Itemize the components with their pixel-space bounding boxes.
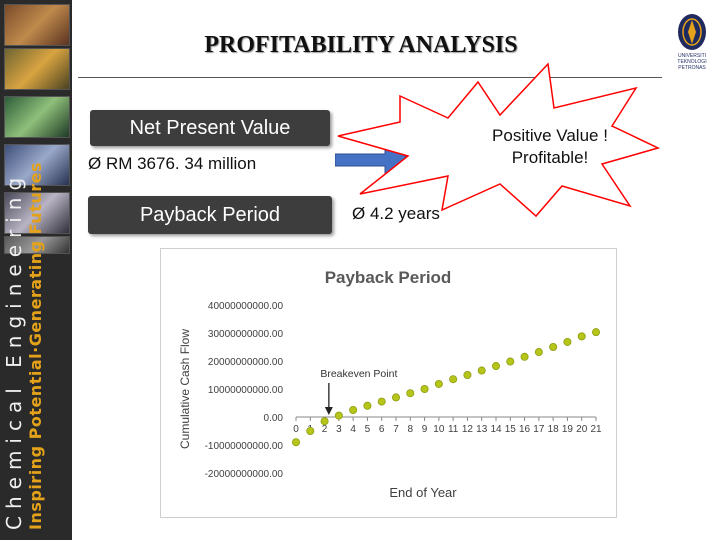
data-point <box>377 397 386 406</box>
data-point <box>320 417 329 426</box>
x-tick-label: 13 <box>476 424 488 435</box>
data-point <box>577 332 586 341</box>
lab-photo-icon <box>4 236 70 254</box>
npv-label: Net Present Value <box>90 110 330 146</box>
y-tick-label: -20000000000.00 <box>205 469 284 480</box>
callout-line1: Positive Value ! <box>492 126 608 145</box>
data-point <box>449 375 458 384</box>
y-tick-label: 40000000000.00 <box>208 301 284 312</box>
chart-canvas: Payback Period Cumulative Cash Flow End of… <box>178 268 602 500</box>
explosion-callout <box>337 62 660 218</box>
lab-photo-icon <box>4 192 70 234</box>
callout-text: Positive Value ! Profitable! <box>470 125 630 169</box>
data-point <box>477 366 486 375</box>
y-tick-label: 20000000000.00 <box>208 357 284 368</box>
data-point <box>534 348 543 357</box>
data-point <box>406 389 415 398</box>
logo-text-1: UNIVERSITI <box>678 53 706 59</box>
x-tick-label: 4 <box>350 424 356 435</box>
data-point <box>291 438 300 447</box>
y-tick-label: 10000000000.00 <box>208 385 284 396</box>
x-tick-label: 21 <box>590 424 602 435</box>
page-title: PROFITABILITY ANALYSIS <box>204 32 518 58</box>
x-tick-label: 11 <box>448 424 459 435</box>
x-tick-label: 2 <box>322 424 328 435</box>
data-point <box>520 352 529 361</box>
data-point <box>506 357 515 366</box>
data-point <box>491 362 500 371</box>
data-point <box>563 337 572 346</box>
y-axis-label: Cumulative Cash Flow <box>178 329 192 449</box>
logo-text-2: TEKNOLOGI <box>677 59 706 65</box>
x-tick-label: 20 <box>576 424 588 435</box>
x-tick-label: 6 <box>379 424 385 435</box>
lab-photo-icon <box>4 144 70 186</box>
y-tick-label: 30000000000.00 <box>208 329 284 340</box>
data-point <box>349 405 358 414</box>
x-tick-label: 5 <box>365 424 371 435</box>
lab-photo-icon <box>4 48 70 90</box>
x-tick-label: 3 <box>336 424 342 435</box>
sidebar-line2: Inspiring Potential·Generating Futures <box>26 162 45 530</box>
data-point <box>334 411 343 420</box>
sidebar-line1: Chemical Engineering <box>2 170 26 530</box>
title-divider <box>78 77 662 78</box>
data-point <box>363 401 372 410</box>
breakeven-arrow-head <box>324 407 333 415</box>
payback-label: Payback Period <box>88 196 332 234</box>
data-point <box>434 379 443 388</box>
data-point <box>420 384 429 393</box>
y-tick-label: 0.00 <box>264 413 284 424</box>
x-tick-label: 17 <box>533 424 545 435</box>
x-tick-label: 19 <box>562 424 574 435</box>
payback-chart: Payback Period Cumulative Cash Flow End of… <box>160 248 617 518</box>
breakeven-annotation: Breakeven Point <box>320 368 397 380</box>
x-tick-label: 15 <box>505 424 517 435</box>
x-axis-label: End of Year <box>389 485 457 500</box>
data-point <box>306 426 315 435</box>
x-tick-label: 7 <box>393 424 399 435</box>
lab-photo-icon <box>4 96 70 138</box>
x-tick-label: 9 <box>422 424 428 435</box>
y-tick-label: -10000000000.00 <box>205 441 284 452</box>
x-tick-label: 18 <box>548 424 560 435</box>
x-tick-label: 14 <box>490 424 502 435</box>
x-tick-label: 16 <box>519 424 531 435</box>
x-tick-label: 8 <box>408 424 414 435</box>
logo-text-3: PETRONAS <box>678 65 706 71</box>
data-point <box>463 371 472 380</box>
sidebar-tagline: Chemical Engineering Inspiring Potential… <box>2 162 45 530</box>
npv-value: Ø RM 3676. 34 million <box>88 154 257 173</box>
data-point <box>391 393 400 402</box>
lab-photo-icon <box>4 4 70 46</box>
university-logo-icon: UNIVERSITI TEKNOLOGI PETRONAS <box>677 14 707 71</box>
payback-value: Ø 4.2 years <box>352 204 440 223</box>
callout-line2: Profitable! <box>511 148 589 167</box>
x-tick-label: 10 <box>433 424 445 435</box>
data-point <box>549 343 558 352</box>
sidebar-banner: Chemical Engineering Inspiring Potential… <box>0 0 72 540</box>
x-tick-label: 0 <box>293 424 299 435</box>
x-tick-label: 12 <box>462 424 474 435</box>
chart-title: Payback Period <box>325 268 452 287</box>
data-point <box>591 328 600 337</box>
